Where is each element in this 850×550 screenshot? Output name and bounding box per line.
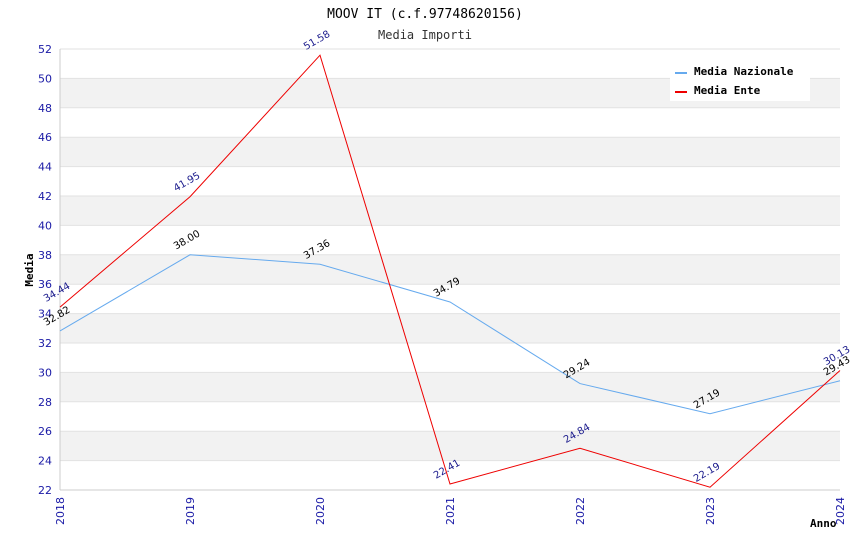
- y-tick-label: 38: [38, 249, 52, 262]
- x-tick-labels: 2018 2019 2020 2021 2022 2023 2024: [54, 497, 847, 525]
- grid-band: [60, 284, 840, 314]
- series-line-0: [59, 254, 841, 415]
- grid-band: [60, 254, 840, 285]
- grid-band: [60, 166, 840, 196]
- y-tick-label: 42: [38, 190, 52, 203]
- y-axis-title: Media: [23, 253, 36, 286]
- y-tick-label: 50: [38, 72, 52, 85]
- y-tick-label: 44: [38, 161, 52, 174]
- chart-title: MOOV IT (c.f.97748620156): [327, 7, 523, 22]
- grid-band: [60, 313, 840, 343]
- y-tick-label: 36: [38, 278, 52, 291]
- y-tick-label: 32: [38, 337, 52, 350]
- grid-band: [60, 137, 840, 167]
- x-tick-label: 2023: [704, 497, 717, 525]
- y-tick-label: 34: [38, 308, 52, 321]
- grid-band: [60, 225, 840, 255]
- y-tick-label: 22: [38, 484, 52, 497]
- grid-bands: [60, 48, 840, 491]
- x-tick-label: 2022: [574, 497, 587, 525]
- x-tick-label: 2024: [834, 497, 847, 525]
- legend-box: [670, 61, 810, 101]
- x-tick-label: 2018: [54, 497, 67, 525]
- x-tick-label: 2021: [444, 497, 457, 525]
- y-tick-label: 28: [38, 396, 52, 409]
- x-tick-label: 2020: [314, 497, 327, 525]
- grid-band: [60, 372, 840, 402]
- grid-band: [60, 343, 840, 373]
- legend: Media Nazionale Media Ente: [670, 61, 810, 101]
- grid-band: [60, 460, 840, 490]
- y-tick-label: 40: [38, 219, 52, 232]
- grid-band: [60, 107, 840, 138]
- legend-label-media-ente: Media Ente: [694, 84, 761, 97]
- grid-band: [60, 401, 840, 432]
- legend-label-media-nazionale: Media Nazionale: [694, 65, 794, 78]
- x-tick-label: 2019: [184, 497, 197, 525]
- y-tick-label: 46: [38, 131, 52, 144]
- series-line-1: [59, 54, 841, 488]
- x-axis-title: Anno: [810, 517, 837, 530]
- y-tick-label: 52: [38, 43, 52, 56]
- grid-band: [60, 196, 840, 226]
- y-tick-label: 24: [38, 455, 52, 468]
- chart-subtitle: Media Importi: [378, 28, 472, 42]
- y-tick-labels: 22 24 26 28 30 32 34 36 38 40 42 44 46 48 50 52: [38, 43, 52, 497]
- grid-band: [60, 431, 840, 461]
- y-tick-label: 48: [38, 102, 52, 115]
- y-tick-label: 26: [38, 425, 52, 438]
- y-tick-label: 30: [38, 366, 52, 379]
